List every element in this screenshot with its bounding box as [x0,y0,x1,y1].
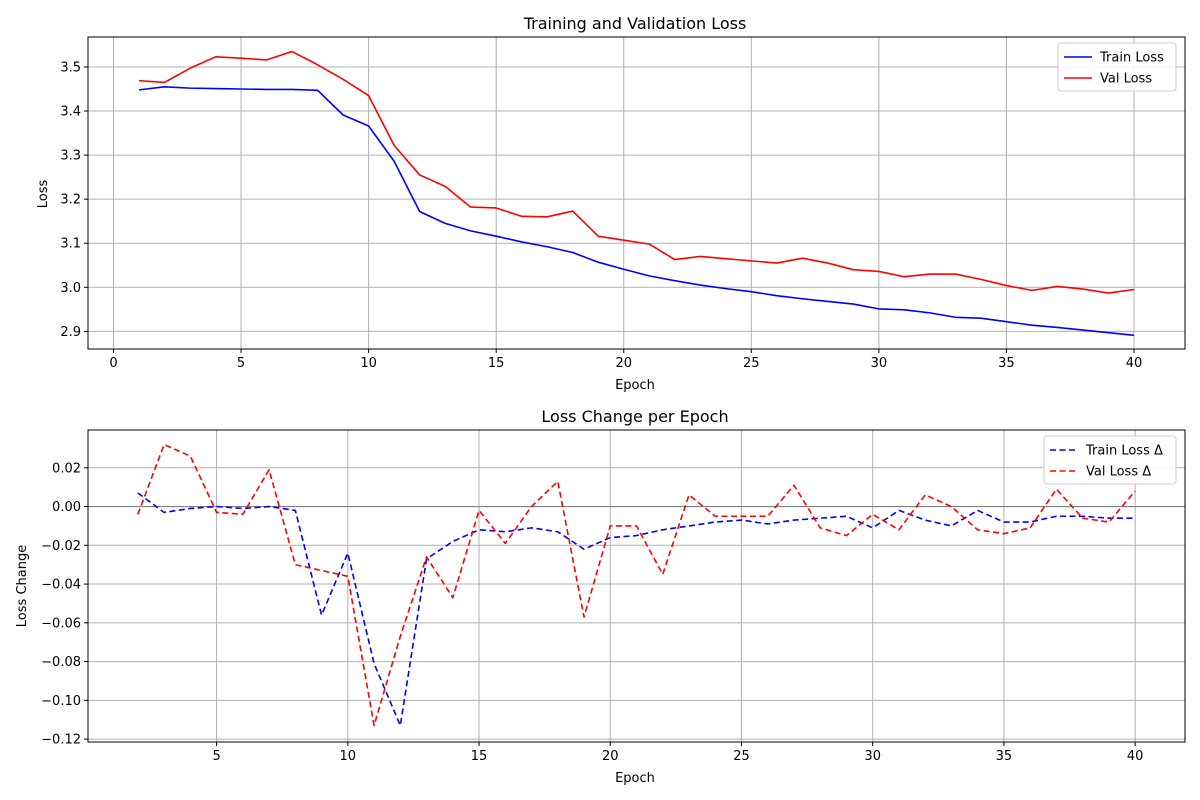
loss-change-panel-x-tick-label: 5 [212,749,220,764]
loss-change-panel-legend-label: Train Loss Δ [1085,444,1163,459]
loss-panel-x-tick-label: 40 [1126,356,1143,371]
loss-change-panel: Loss Change per Epoch Epoch Loss Change … [15,407,1186,786]
loss-change-panel-x-tick-label: 15 [471,749,488,764]
loss-change-panel-legend-label: Val Loss Δ [1086,465,1151,480]
loss-panel-x-tick-label: 15 [488,356,505,371]
loss-panel-title: Training and Validation Loss [523,14,747,33]
loss-change-panel-series-line-val [137,443,1136,727]
loss-panel: Training and Validation Loss Epoch Loss … [36,14,1186,393]
loss-panel-legend: Train Loss Val Loss [1057,42,1177,92]
loss-change-panel-legend: Train Loss Δ Val Loss Δ [1043,435,1177,485]
loss-change-panel-y-tick-label: −0.10 [41,694,81,709]
loss-change-panel-y-tick-label: −0.04 [41,578,81,593]
loss-change-panel-x-tick-label: 10 [340,749,357,764]
loss-panel-x-tick-label: 10 [360,356,377,371]
loss-panel-x-tick-label: 30 [871,356,888,371]
loss-change-panel-legend-box [1043,435,1177,485]
loss-panel-y-tick-label: 3.0 [60,281,81,296]
loss-panel-x-tick-label: 20 [615,356,632,371]
loss-panel-x-tick-label: 0 [109,356,117,371]
loss-change-panel-y-tick-label: −0.08 [41,655,81,670]
loss-change-panel-x-tick-label: 20 [602,749,619,764]
loss-change-panel-y-tick-label: −0.12 [41,733,81,748]
loss-change-panel-x-axis-label: Epoch [615,771,655,786]
loss-change-panel-x-tick-label: 25 [733,749,750,764]
loss-change-panel-title: Loss Change per Epoch [541,407,728,426]
loss-panel-x-tick-label: 25 [743,356,760,371]
loss-panel-legend-label: Train Loss [1099,51,1164,66]
loss-panel-x-axis-label: Epoch [615,378,655,393]
loss-panel-series-line-train [138,86,1135,337]
loss-change-panel-y-tick-label: −0.02 [41,539,81,554]
loss-panel-y-axis-label: Loss [36,180,51,209]
loss-panel-legend-label: Val Loss [1100,72,1152,87]
loss-panel-y-tick-label: 3.4 [60,105,81,120]
loss-panel-y-tick-label: 3.5 [60,60,81,75]
loss-panel-y-tick-label: 2.9 [60,325,81,340]
loss-change-panel-x-tick-label: 30 [864,749,881,764]
loss-change-panel-y-tick-label: 0.00 [52,500,81,515]
loss-change-panel-x-tick-label: 40 [1127,749,1144,764]
loss-panel-series-line-val [138,50,1135,294]
loss-panel-y-tick-label: 3.3 [60,149,81,164]
loss-change-panel-y-tick-label: 0.02 [52,461,81,476]
loss-panel-x-tick-label: 35 [998,356,1015,371]
loss-panel-legend-box [1057,42,1177,92]
loss-change-panel-y-tick-label: −0.06 [41,616,81,631]
loss-panel-x-tick-label: 5 [237,356,245,371]
loss-change-panel-series-line-train [137,492,1136,727]
loss-change-panel-x-tick-label: 35 [996,749,1013,764]
loss-change-panel-plot-frame [87,429,1186,743]
loss-change-panel-y-axis-label: Loss Change [15,545,30,627]
loss-panel-y-tick-label: 3.1 [60,237,81,252]
loss-panel-y-tick-label: 3.2 [60,193,81,208]
loss-panel-plot-frame [87,36,1186,350]
